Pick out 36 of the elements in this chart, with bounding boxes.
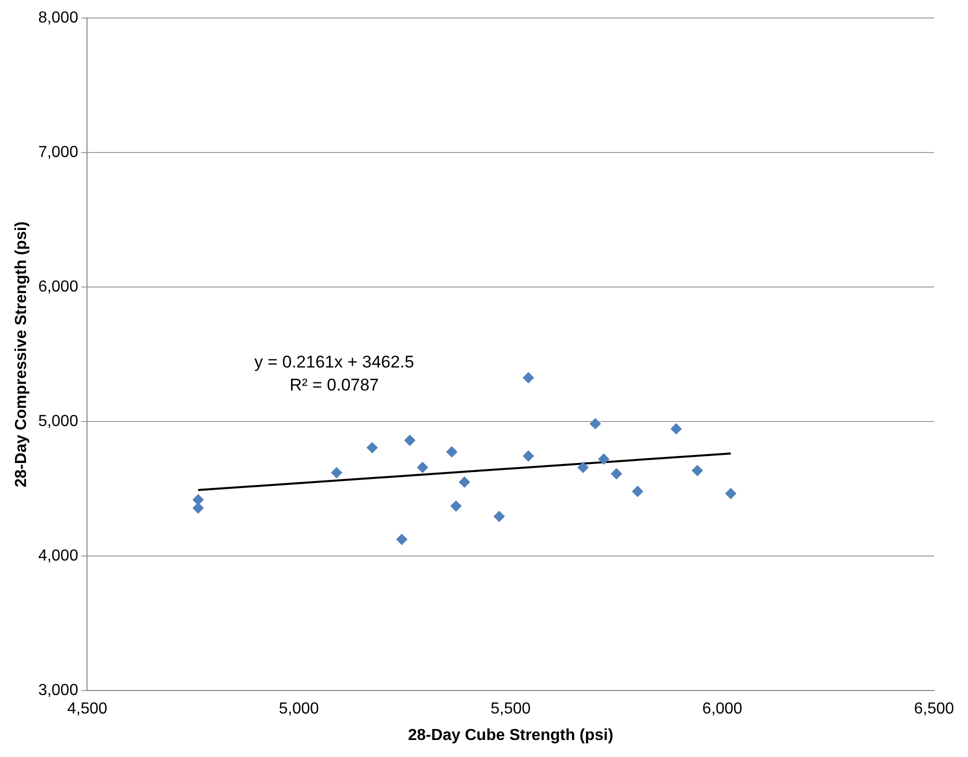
x-tick-label: 5,000 <box>278 700 320 718</box>
point <box>366 442 378 454</box>
point <box>458 476 470 488</box>
point <box>192 494 204 506</box>
point <box>670 423 682 434</box>
point <box>610 468 622 480</box>
x-tick-label: 4,500 <box>67 700 108 718</box>
y-tick-label: 4,000 <box>38 547 78 564</box>
annotation: y = 0.2161x + 3462.5 <box>254 352 414 372</box>
x-tick-label: 6,500 <box>914 700 954 718</box>
point <box>331 467 342 478</box>
point <box>590 418 601 430</box>
point <box>632 486 644 497</box>
y-axis-title: 28-Day Compressive Strength (psi) <box>13 221 30 488</box>
x-tick-label: 5,500 <box>490 700 531 718</box>
point <box>396 534 408 545</box>
x-axis-title: 28-Day Cube Strength (psi) <box>408 726 614 744</box>
point <box>192 502 204 514</box>
y-tick-label: 6,000 <box>38 278 78 296</box>
x-tick-label: 6,000 <box>702 700 742 718</box>
point <box>692 465 703 476</box>
y-tick-label: 7,000 <box>38 144 78 161</box>
point <box>598 454 610 465</box>
y-tick-label: 8,000 <box>38 9 78 26</box>
point <box>417 462 428 473</box>
point <box>522 450 534 462</box>
point <box>578 462 589 473</box>
point <box>494 510 505 522</box>
y-tick-label: 3,000 <box>38 682 78 700</box>
point <box>522 372 534 384</box>
annotation: R² = 0.0787 <box>290 376 379 395</box>
point <box>404 434 416 446</box>
y-tick-label: 5,000 <box>38 412 78 430</box>
point <box>446 446 458 458</box>
point <box>725 488 736 500</box>
point <box>450 500 462 512</box>
